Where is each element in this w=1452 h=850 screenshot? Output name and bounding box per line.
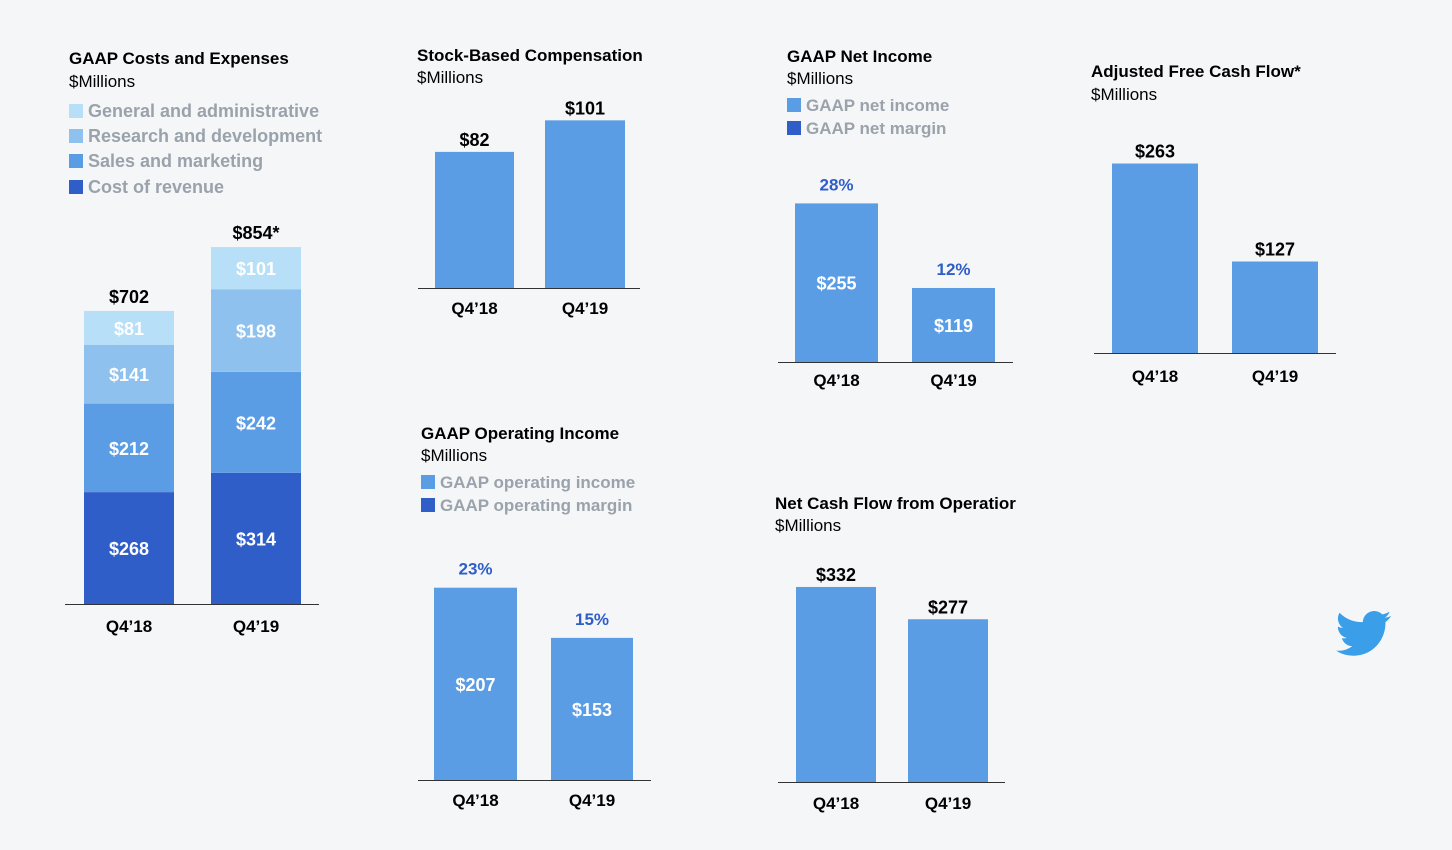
costs-legend-research-dev: Research and development [69,126,322,147]
costs-segment [84,492,174,604]
ncf-title: Net Cash Flow from Operatior [775,494,1016,513]
sbc-value-label: $101 [565,98,605,118]
legend-swatch [69,129,83,143]
costs-legend-cost-of-revenue: Cost of revenue [69,177,224,198]
op_income-margin-label: 15% [575,610,609,629]
ncf-bar [908,619,988,782]
twitter-bird-icon [1336,611,1392,656]
costs-segment-label: $268 [109,539,149,559]
op-income-title: GAAP Operating Income [421,424,620,443]
net-income-legend-margin: GAAP net margin [787,119,946,139]
sbc-category-label: Q4’18 [451,299,497,318]
ncf-value-label: $332 [816,565,856,585]
net_income-category-label: Q4’18 [813,371,859,390]
op_income-margin-label: 23% [458,560,492,579]
sbc-bar [545,120,625,288]
net-income-title: GAAP Net Income [787,47,933,66]
costs-segment-label: $242 [236,413,276,433]
legend-swatch [69,154,83,168]
costs-legend-sales-marketing: Sales and marketing [69,151,263,172]
afcf-title: Adjusted Free Cash Flow* [1091,62,1301,81]
op_income-value-label: $153 [572,700,612,720]
ncf-bar [796,586,876,782]
op_income-bar [434,587,517,780]
afcf-value-label: $263 [1135,142,1175,162]
op_income-category-label: Q4’19 [569,791,615,810]
costs-total-label: $702 [109,287,149,307]
legend-swatch [421,498,435,512]
net_income-margin-label: 12% [936,260,970,279]
costs-segment [84,310,174,345]
costs-total-label: $854* [232,223,279,243]
afcf-subtitle: $Millions [1091,85,1158,104]
sbc-title: Stock-Based Compensation [417,46,643,65]
costs-segment [211,289,301,372]
costs-segment [211,371,301,473]
op-income-legend-margin: GAAP operating margin [421,496,632,516]
op-income-legend-income: GAAP operating income [421,473,635,493]
afcf-bar [1232,261,1318,353]
costs-subtitle: $Millions [69,72,136,91]
op-income-subtitle: $Millions [421,446,488,465]
sbc-value-label: $82 [459,130,489,150]
costs-segment-label: $212 [109,439,149,459]
op_income-bar [551,637,633,780]
afcf-value-label: $127 [1255,239,1295,259]
legend-swatch [787,98,801,112]
afcf-category-label: Q4’18 [1132,367,1178,386]
sbc-subtitle: $Millions [417,68,484,87]
net-income-legend-income: GAAP net income [787,96,949,116]
costs-category-label: Q4’18 [106,617,152,636]
costs-category-label: Q4’19 [233,617,279,636]
costs-segment-label: $198 [236,322,276,342]
op_income-value-label: $207 [455,675,495,695]
op_income-category-label: Q4’18 [452,791,498,810]
legend-swatch [421,475,435,489]
sbc-bar [435,151,514,288]
net_income-bar [795,203,878,362]
net-income-subtitle: $Millions [787,69,854,88]
ncf-value-label: $277 [928,597,968,617]
afcf-category-label: Q4’19 [1252,367,1298,386]
afcf-bar [1112,163,1198,353]
costs-legend-general-admin: General and administrative [69,101,319,122]
sbc-category-label: Q4’19 [562,299,608,318]
net_income-value-label: $255 [816,274,856,294]
ncf-category-label: Q4’18 [813,794,859,813]
costs-title: GAAP Costs and Expenses [69,49,289,68]
ncf-category-label: Q4’19 [925,794,971,813]
costs-segment [84,344,174,404]
legend-swatch [69,180,83,194]
costs-segment [211,472,301,604]
costs-segment [211,247,301,290]
net_income-bar [912,287,995,362]
net_income-value-label: $119 [934,316,973,336]
costs-segment [84,403,174,493]
costs-segment-label: $141 [109,365,149,385]
ncf-subtitle: $Millions [775,516,842,535]
net_income-category-label: Q4’19 [930,371,976,390]
net_income-margin-label: 28% [819,175,853,194]
costs-segment-label: $81 [114,319,144,339]
legend-swatch [787,121,801,135]
costs-segment-label: $101 [236,259,276,279]
legend-swatch [69,104,83,118]
costs-segment-label: $314 [236,529,276,549]
